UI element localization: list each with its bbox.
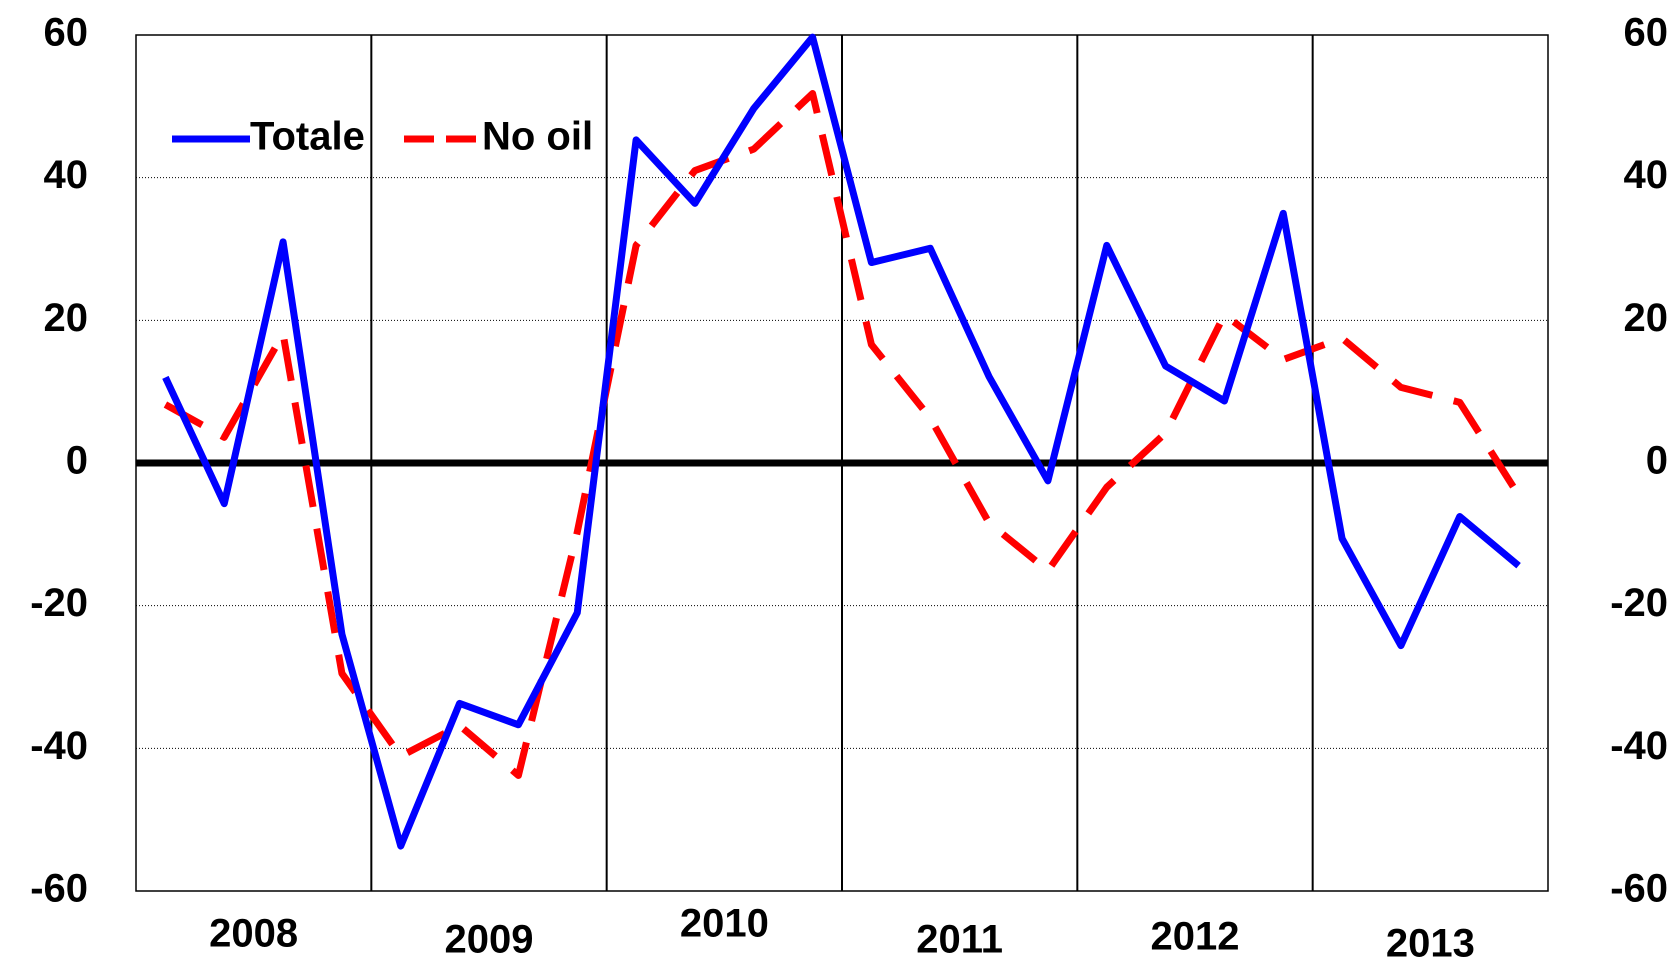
y-tick-label: -60	[30, 867, 88, 911]
y-tick-label: -20	[30, 581, 88, 625]
x-group-label: 2012	[1151, 915, 1240, 959]
y2-tick-label: 0	[1646, 439, 1668, 483]
y-tick-label: 0	[66, 439, 88, 483]
x-group-label: 2008	[209, 912, 298, 956]
y-tick-label: 20	[44, 296, 89, 340]
legend-label: No oil	[482, 115, 593, 159]
y2-tick-label: -40	[1610, 724, 1668, 768]
y-tick-label: -40	[30, 724, 88, 768]
x-group-label: 2011	[916, 918, 1003, 962]
line-series	[163, 89, 1522, 779]
legend-label: Totale	[250, 115, 365, 159]
y2-tick-label: 40	[1624, 153, 1669, 197]
x-group-label: 2009	[445, 918, 534, 962]
line-series	[162, 33, 1521, 850]
y2-tick-label: 60	[1624, 11, 1669, 55]
x-group-label: 2010	[680, 902, 769, 946]
y2-tick-label: -60	[1610, 867, 1668, 911]
y2-tick-label: 20	[1624, 296, 1669, 340]
y2-tick-label: -20	[1610, 581, 1668, 625]
y-tick-label: 60	[44, 11, 89, 55]
y-tick-label: 40	[44, 153, 89, 197]
x-group-label: 2013	[1386, 922, 1475, 966]
